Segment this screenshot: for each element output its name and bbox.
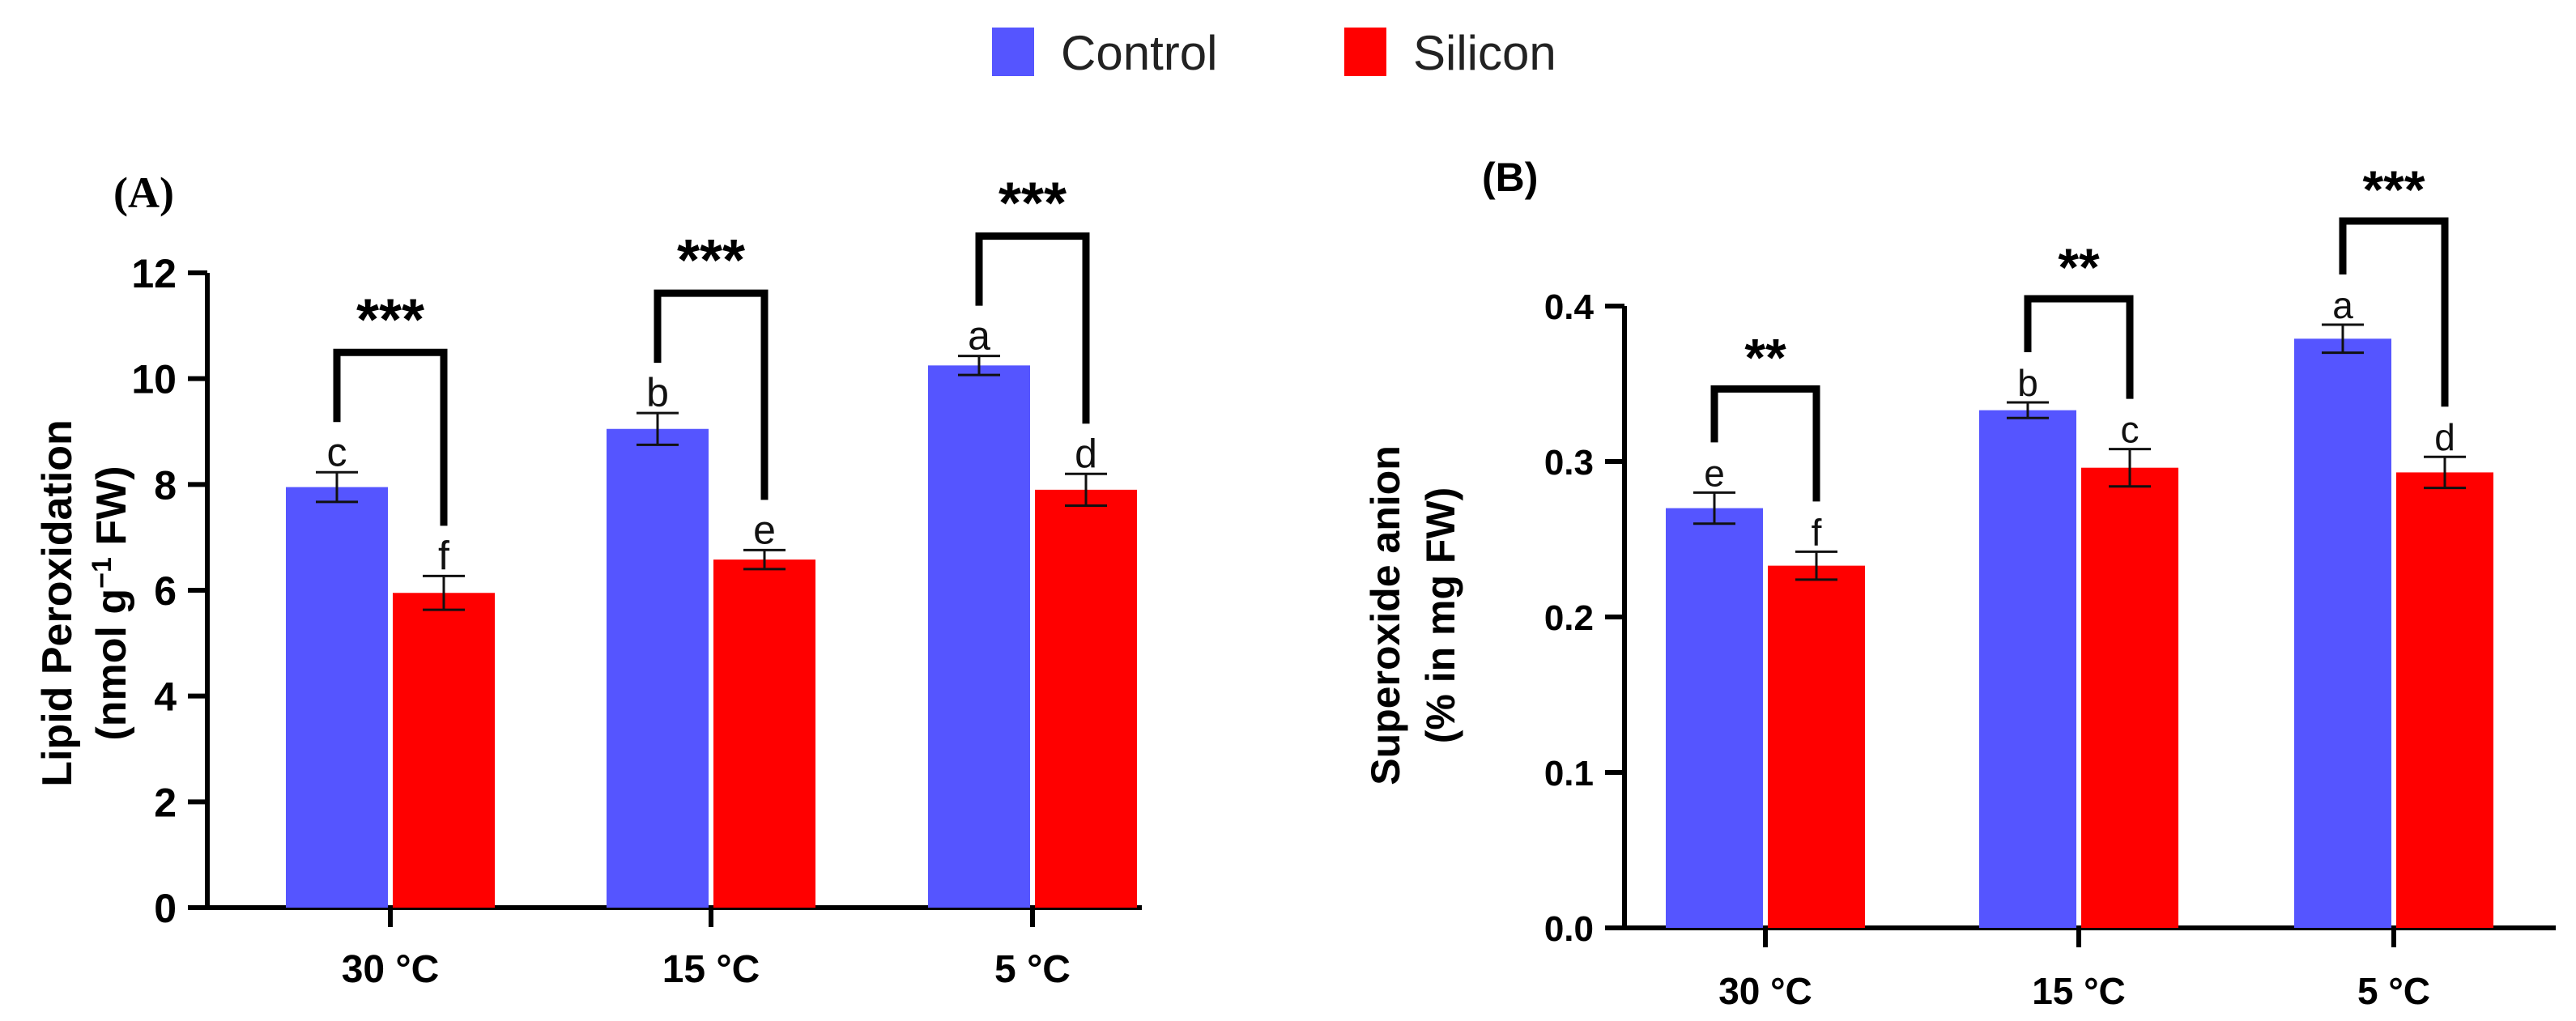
- panel-a-significance-letter: f: [438, 533, 449, 578]
- panel-a-y-axis-title-line1: Lipid Peroxidation: [34, 419, 81, 787]
- panel-a-bar-control: [928, 365, 1030, 908]
- panel-b-x-tick-label: 5 °C: [2357, 970, 2430, 1012]
- panel-a-x-tick-label: 5 °C: [994, 948, 1071, 991]
- panel-a-y-tick-label: 0: [154, 886, 177, 931]
- panel-b-superoxide-anion: (B) Superoxide anion (% in mg FW) 0.0 0.1…: [1363, 155, 2556, 1012]
- panel-a-bar-silicon: [393, 593, 495, 908]
- panel-b-label: (B): [1482, 155, 1538, 200]
- panel-b-x-tick-label: 30 °C: [1718, 970, 1812, 1012]
- panel-a-y-axis-title-line2: (nmol g−1 FW): [87, 466, 135, 740]
- panel-b-y-tick-label: 0.2: [1544, 598, 1594, 638]
- panel-a-bar-control: [286, 487, 388, 908]
- panel-a-x-tick-label: 15 °C: [662, 948, 760, 991]
- legend-swatch-silicon: [1344, 28, 1386, 76]
- panel-a-y-tick-label: 12: [131, 251, 177, 296]
- panel-a-x-tick-label: 30 °C: [342, 948, 440, 991]
- panel-b-bar-silicon: [1768, 565, 1865, 928]
- panel-a-y-tick-label: 2: [154, 780, 177, 825]
- panel-b-significance-bracket: [1710, 385, 1820, 502]
- panel-b-significance-letter: c: [2121, 409, 2140, 451]
- panel-b-y-tick-label: 0.0: [1544, 909, 1594, 949]
- panel-a-significance-letter: a: [968, 313, 990, 359]
- panel-b-bar-control: [1666, 508, 1763, 928]
- panel-b-significance-bracket: [2339, 217, 2449, 407]
- panel-b-significance-letter: f: [1812, 511, 1822, 553]
- panel-b-significance-bracket: [2024, 295, 2134, 399]
- panel-a-significance-letter: d: [1075, 431, 1097, 476]
- panel-a-y-tick-label: 10: [131, 357, 177, 402]
- panel-b-significance-stars: **: [2058, 237, 2100, 297]
- panel-a-significance-letter: e: [753, 507, 776, 552]
- panel-a-lipid-peroxidation: (A) Lipid Peroxidation (nmol g−1 FW) 0 2 4…: [34, 168, 1142, 991]
- panel-b-y-tick-label: 0.3: [1544, 443, 1594, 483]
- panel-a-bar-silicon: [713, 559, 815, 908]
- panel-a-bar-control: [607, 428, 709, 908]
- panel-a-significance-stars: ***: [998, 172, 1067, 236]
- panel-a-significance-stars: ***: [677, 228, 745, 293]
- panel-a-significance-bracket: [654, 289, 769, 500]
- panel-a-bar-silicon: [1035, 489, 1137, 908]
- legend: Control Silicon: [992, 26, 1556, 80]
- panel-a-significance-bracket: [975, 232, 1090, 424]
- legend-label-silicon: Silicon: [1413, 26, 1556, 80]
- panel-b-significance-stars: ***: [2362, 160, 2425, 219]
- panel-a-y-tick-label: 6: [154, 568, 177, 614]
- panel-a-plot-area: 0 2 4 6 8 10 12 30 °C c f *** 15 °C b e *** 5 °C a d ***: [131, 172, 1142, 991]
- panel-b-bar-silicon: [2081, 467, 2178, 928]
- panel-b-x-tick-label: 15 °C: [2032, 970, 2126, 1012]
- panel-b-significance-letter: d: [2434, 416, 2455, 458]
- panel-b-y-tick-label: 0.4: [1544, 287, 1595, 327]
- panel-b-plot-area: 0.0 0.1 0.2 0.3 0.4 30 °C e f ** 15 °C b c ** 5 °C a d *…: [1544, 160, 2556, 1012]
- panel-b-y-axis-title-line1: Superoxide anion: [1363, 445, 1408, 785]
- panel-a-significance-letter: c: [327, 429, 347, 474]
- panel-b-significance-letter: a: [2332, 284, 2353, 326]
- legend-swatch-control: [992, 28, 1034, 76]
- panel-a-significance-stars: ***: [356, 287, 424, 352]
- panel-b-bar-silicon: [2396, 472, 2493, 928]
- panel-a-y-tick-label: 8: [154, 462, 177, 508]
- panel-b-significance-stars: **: [1744, 327, 1786, 387]
- panel-a-significance-bracket: [333, 348, 448, 526]
- panel-a-y-tick-label: 4: [154, 674, 177, 720]
- panel-b-bar-control: [1979, 410, 2076, 928]
- panel-a-label: (A): [113, 168, 174, 217]
- legend-label-control: Control: [1061, 26, 1217, 80]
- panel-b-y-tick-label: 0.1: [1544, 754, 1594, 793]
- panel-b-bar-control: [2294, 338, 2391, 928]
- panel-b-significance-letter: e: [1704, 452, 1725, 494]
- panel-b-significance-letter: b: [2017, 362, 2038, 404]
- panel-a-significance-letter: b: [646, 370, 669, 415]
- panel-b-y-axis-title-line2: (% in mg FW): [1418, 487, 1463, 744]
